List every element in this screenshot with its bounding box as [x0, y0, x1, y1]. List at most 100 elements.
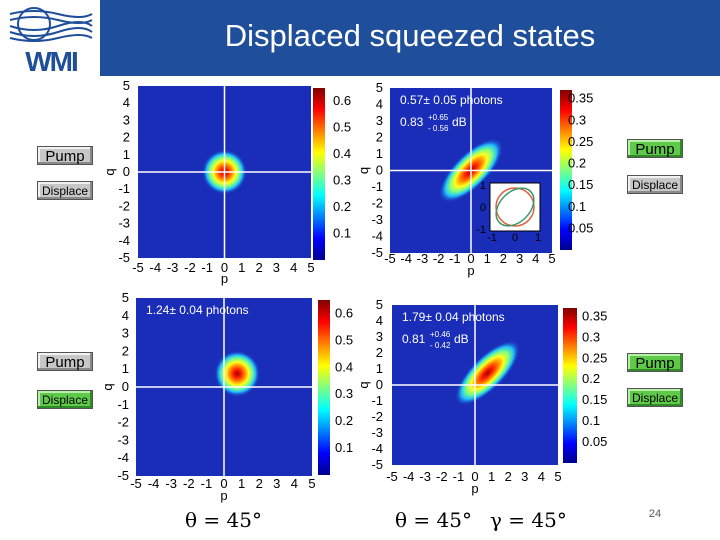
photon-number-annotation: 1.79± 0.04 photons — [402, 310, 505, 324]
y-tick-label: -4 — [371, 229, 383, 244]
x-tick-label: -4 — [400, 251, 412, 266]
x-tick-label: 5 — [548, 251, 555, 266]
x-tick-label: -3 — [419, 469, 431, 484]
x-axis-label: p — [221, 271, 228, 286]
y-axis-label: q — [102, 168, 117, 175]
y-tick-label: -2 — [118, 198, 130, 213]
y-tick-label: -3 — [371, 212, 383, 227]
photon-number-annotation: 0.57± 0.05 photons — [400, 93, 503, 107]
wigner-blob — [454, 340, 521, 406]
x-tick-label: 5 — [307, 260, 314, 275]
x-axis-label: p — [467, 263, 474, 278]
colorbar-tick-label: 0.3 — [335, 386, 353, 401]
y-tick-label: 1 — [376, 146, 383, 161]
x-tick-label: -4 — [150, 260, 162, 275]
y-tick-label: 3 — [123, 112, 130, 127]
x-tick-label: 0 — [221, 260, 228, 275]
x-axis-label: p — [471, 481, 478, 496]
pump-button-top-right[interactable]: Pump — [627, 139, 683, 158]
y-tick-label: 3 — [376, 113, 383, 128]
y-tick-label: -2 — [117, 415, 129, 430]
inset-panel — [489, 182, 541, 232]
y-tick-label: 0 — [376, 377, 383, 392]
x-tick-label: -2 — [433, 251, 445, 266]
y-tick-label: -3 — [371, 425, 383, 440]
colorbar — [313, 88, 325, 260]
colorbar-tick-label: 0.5 — [335, 332, 353, 347]
y-tick-label: 0 — [376, 163, 383, 178]
y-tick-label: -3 — [117, 432, 129, 447]
x-tick-label: 3 — [516, 251, 523, 266]
y-tick-label: 3 — [122, 326, 129, 341]
y-tick-label: -1 — [117, 397, 129, 412]
inset-y-tick: -1 — [476, 224, 486, 236]
x-tick-label: -3 — [417, 251, 429, 266]
x-tick-label: 1 — [484, 251, 491, 266]
colorbar — [563, 308, 577, 463]
colorbar-tick-label: 0.2 — [568, 156, 586, 171]
title-bar — [100, 0, 720, 76]
y-tick-label: 5 — [122, 290, 129, 305]
colorbar-tick-label: 0.15 — [582, 392, 607, 407]
x-tick-label: 4 — [538, 469, 545, 484]
plot-displaced-squeezed: -5 -4 -3 -2 -1 0 1 2 3 4 5543210-1-2-3-4-5pq0.350.… — [356, 297, 607, 496]
x-tick-label: -2 — [183, 476, 195, 491]
x-tick-label: 3 — [521, 469, 528, 484]
page-number: 24 — [648, 508, 662, 520]
y-tick-label: -5 — [371, 245, 383, 260]
wigner-blob — [214, 350, 261, 397]
colorbar-tick-label: 0.5 — [333, 120, 351, 135]
displace-button-bottom-right[interactable]: Displace — [627, 388, 683, 407]
y-tick-label: -5 — [118, 250, 130, 265]
x-tick-label: 3 — [273, 260, 280, 275]
colorbar-tick-label: 0.3 — [568, 112, 586, 127]
x-tick-label: -3 — [167, 260, 179, 275]
x-tick-label: -3 — [165, 476, 177, 491]
plot-vacuum: -5 -4 -3 -2 -1 0 1 2 3 4 5543210-1-2-3-4-5pq0.60.5… — [102, 78, 351, 286]
y-tick-label: 2 — [123, 130, 130, 145]
pump-button-bottom-left[interactable]: Pump — [37, 352, 93, 371]
squeezing-value: 0.83 — [400, 115, 424, 129]
y-tick-label: 0 — [123, 164, 130, 179]
x-tick-label: 5 — [554, 469, 561, 484]
displace-button-top-left[interactable]: Displace — [37, 181, 93, 200]
wmi-logo-icon — [6, 4, 96, 76]
inset-x-tick: -1 — [487, 232, 497, 244]
x-tick-label: -4 — [403, 469, 415, 484]
squeezing-lower-error: - 0.56 — [428, 124, 449, 133]
colorbar-tick-label: 0.6 — [335, 305, 353, 320]
x-tick-label: 1 — [488, 469, 495, 484]
x-tick-label: -5 — [386, 469, 398, 484]
displace-button-top-right[interactable]: Displace — [627, 175, 683, 194]
pump-button-top-left[interactable]: Pump — [37, 146, 93, 165]
y-tick-label: 4 — [376, 313, 383, 328]
x-tick-label: 2 — [505, 469, 512, 484]
x-tick-label: 1 — [238, 476, 245, 491]
y-tick-label: 5 — [376, 80, 383, 95]
logo-text: WMI — [25, 46, 79, 77]
pump-button-bottom-right[interactable]: Pump — [627, 353, 683, 372]
y-tick-label: -2 — [371, 196, 383, 211]
y-tick-label: -4 — [118, 233, 130, 248]
y-tick-label: 3 — [376, 329, 383, 344]
y-axis-label: q — [100, 383, 115, 390]
squeezing-unit: dB — [452, 115, 467, 129]
y-axis-label: q — [356, 167, 371, 174]
colorbar-tick-label: 0.1 — [568, 199, 586, 214]
colorbar-tick-label: 0.25 — [568, 134, 593, 149]
inset-y-tick: 1 — [480, 180, 486, 192]
y-tick-label: -2 — [371, 409, 383, 424]
colorbar-tick-label: 0.1 — [335, 440, 353, 455]
x-tick-label: -2 — [184, 260, 196, 275]
x-tick-label: 4 — [291, 476, 298, 491]
plot-squeezed: -5 -4 -3 -2 -1 0 1 2 3 4 5543210-1-2-3-4-5pq0.350.… — [356, 80, 593, 278]
y-tick-label: 2 — [376, 130, 383, 145]
displace-button-bottom-left[interactable]: Displace — [37, 390, 93, 409]
y-tick-label: -4 — [117, 450, 129, 465]
colorbar-tick-label: 0.05 — [582, 434, 607, 449]
y-tick-label: 4 — [122, 308, 129, 323]
x-tick-label: -1 — [453, 469, 465, 484]
y-axis-label: q — [356, 381, 371, 388]
y-tick-label: -4 — [371, 441, 383, 456]
